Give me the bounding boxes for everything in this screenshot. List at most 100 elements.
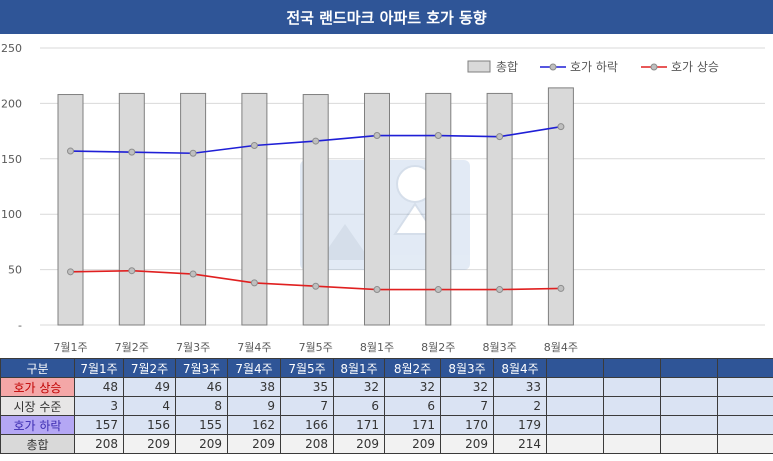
point-fall [312,137,320,145]
table-cell: 171 [384,415,441,435]
legend-label-fall: 호가 하락 [570,60,618,74]
table-cell: 32 [384,377,441,397]
point-rise [128,267,136,275]
table-empty-cell [717,377,773,397]
point-rise [250,279,258,287]
table-cell: 214 [493,434,547,454]
line-series [67,123,565,294]
point-fall [128,148,136,156]
table-cell: 7 [280,396,334,416]
table-empty-cell [546,358,604,378]
y-tick-label: 50 [8,264,22,277]
table-cell: 209 [440,434,494,454]
bar-series-total [57,87,574,326]
table-cell: 38 [227,377,281,397]
point-rise [557,284,565,292]
table-header-cell: 7월5주 [280,358,334,378]
table-empty-cell [603,358,661,378]
legend-marker-fall [549,63,557,71]
point-rise [189,270,197,278]
table-cell: 209 [123,434,176,454]
point-rise [434,286,442,294]
chart-plot: - 50 100 150 200 250 7월1주 7월2주 7월3주 7월4주 7월5주 8월1주… [1,42,765,354]
x-axis-ticks: 7월1주 7월2주 7월3주 7월4주 7월5주 8월1주 8월2주 8월3주 8월4주 [53,341,578,354]
x-tick-label: 8월1주 [360,341,394,354]
row-label-total: 총합 [0,434,75,454]
table-cell: 209 [175,434,228,454]
table-row-fall: 호가 하락 157 156 155 162 166 171 171 170 17… [0,415,773,435]
point-rise [312,282,320,290]
table-cell: 6 [384,396,441,416]
table-empty-cell [603,434,661,454]
table-header-cell: 8월2주 [384,358,441,378]
x-tick-label: 7월4주 [237,341,271,354]
point-fall [67,147,74,155]
point-fall [373,132,381,140]
x-tick-label: 7월1주 [53,341,87,354]
table-cell: 162 [227,415,281,435]
bar-total [57,94,84,326]
y-axis-ticks: - 50 100 150 200 250 [1,42,22,332]
table-cell: 209 [227,434,281,454]
point-fall [250,142,258,150]
bar-total [302,94,329,326]
gridlines [40,47,765,326]
point-fall [434,132,442,140]
table-header-cell: 구분 [0,358,75,378]
row-label-fall: 호가 하락 [0,415,75,435]
legend: 총합 호가 하락 호가 상승 [467,60,719,74]
table-cell: 208 [74,434,124,454]
table-cell: 4 [123,396,176,416]
chart-title-text: 전국 랜드마크 아파트 호가 동향 [286,8,487,27]
table-cell: 2 [493,396,547,416]
table-header-cell: 8월3주 [440,358,494,378]
table-cell: 7 [440,396,494,416]
table-empty-cell [660,396,718,416]
table-empty-cell [660,377,718,397]
table-empty-cell [546,396,604,416]
table-cell: 48 [74,377,124,397]
y-tick-label: - [18,319,22,332]
table-empty-cell [660,434,718,454]
table-header-cell: 7월3주 [175,358,228,378]
bar-total [241,92,268,326]
table-cell: 32 [440,377,494,397]
table-empty-cell [717,434,773,454]
table-cell: 156 [123,415,176,435]
chart-title: 전국 랜드마크 아파트 호가 동향 [0,0,773,34]
table-header-cell: 7월4주 [227,358,281,378]
point-fall [557,123,565,131]
table-cell: 157 [74,415,124,435]
table-empty-cell [660,415,718,435]
table-empty-cell [546,415,604,435]
point-fall [496,133,504,141]
bar-total [118,92,145,326]
table-cell: 171 [333,415,385,435]
table-cell: 155 [175,415,228,435]
bar-total [180,92,207,326]
legend-marker-rise [650,63,658,71]
x-tick-label: 7월5주 [299,341,333,354]
table-empty-cell [717,358,773,378]
table-row-market: 시장 수준 3 4 8 9 7 6 6 7 2 [0,396,773,416]
table-row-rise: 호가 상승 48 49 46 38 35 32 32 32 33 [0,377,773,397]
table-empty-cell [546,377,604,397]
y-tick-label: 200 [1,97,22,110]
table-empty-cell [717,415,773,435]
table-header-row: 구분 7월1주 7월2주 7월3주 7월4주 7월5주 8월1주 8월2주 8월… [0,358,773,378]
table-cell: 9 [227,396,281,416]
table-cell: 170 [440,415,494,435]
table-empty-cell [603,396,661,416]
table-cell: 209 [384,434,441,454]
y-tick-label: 100 [1,208,22,221]
table-cell: 166 [280,415,334,435]
y-tick-label: 250 [1,42,22,55]
table-cell: 49 [123,377,176,397]
table-cell: 33 [493,377,547,397]
table-cell: 35 [280,377,334,397]
table-empty-cell [717,396,773,416]
x-tick-label: 8월2주 [421,341,455,354]
row-label-market: 시장 수준 [0,396,75,416]
x-tick-label: 8월4주 [544,341,578,354]
